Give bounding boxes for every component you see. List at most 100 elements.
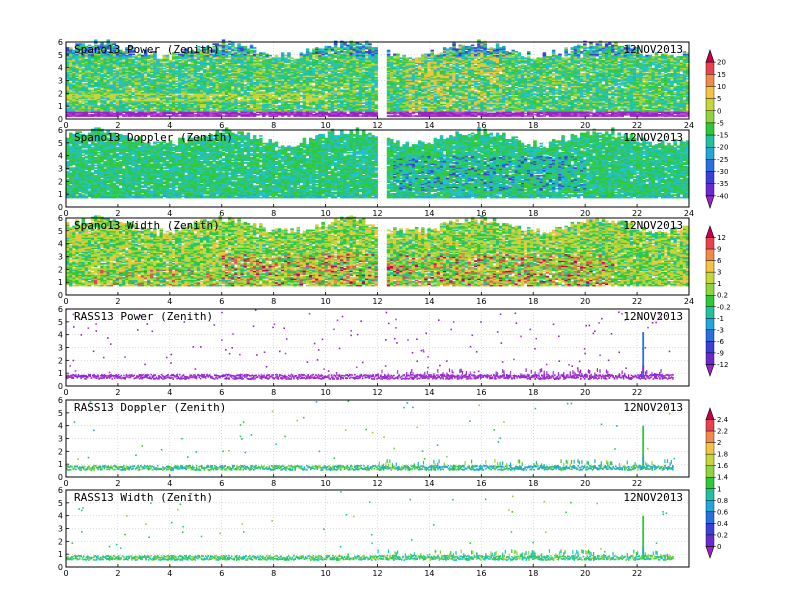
- data-cell: [290, 57, 294, 59]
- data-cell: [312, 48, 316, 50]
- data-cell: [113, 104, 117, 106]
- data-cell: [306, 68, 310, 70]
- data-cell: [131, 56, 135, 58]
- data-cell: [150, 74, 154, 76]
- data-cell: [244, 84, 248, 86]
- data-cell: [88, 114, 92, 116]
- data-cell: [200, 73, 204, 75]
- data-cell: [135, 109, 139, 111]
- data-cell: [131, 59, 135, 61]
- data-cell: [79, 102, 83, 104]
- data-cell: [216, 68, 220, 70]
- data-cell: [287, 75, 291, 77]
- data-cell: [287, 104, 291, 106]
- data-cell: [374, 90, 378, 92]
- data-cell: [228, 43, 232, 45]
- data-cell: [275, 55, 279, 57]
- data-cell: [131, 92, 135, 94]
- data-cell: [175, 83, 179, 85]
- data-cell: [166, 106, 170, 108]
- data-cell: [82, 104, 86, 106]
- data-cell: [278, 57, 282, 59]
- data-cell: [66, 102, 70, 104]
- data-cell: [303, 54, 307, 56]
- data-cell: [100, 74, 104, 76]
- data-cell: [253, 50, 257, 52]
- data-cell: [253, 61, 257, 63]
- data-cell: [287, 110, 291, 112]
- data-cell: [85, 102, 89, 104]
- data-cell: [110, 84, 114, 86]
- data-cell: [222, 64, 226, 66]
- data-cell: [97, 68, 101, 70]
- data-cell: [250, 55, 254, 57]
- data-cell: [281, 69, 285, 71]
- data-cell: [191, 84, 195, 86]
- data-cell: [237, 113, 241, 115]
- data-cell: [325, 106, 329, 108]
- data-cell: [240, 46, 244, 48]
- data-cell: [253, 82, 257, 84]
- data-cell: [300, 95, 304, 97]
- data-cell: [135, 70, 139, 72]
- data-cell: [160, 59, 164, 61]
- data-cell: [181, 86, 185, 88]
- data-cell: [346, 114, 350, 116]
- data-cell: [300, 74, 304, 76]
- data-cell: [97, 105, 101, 107]
- data-cell: [163, 63, 167, 65]
- data-cell: [325, 56, 329, 58]
- data-cell: [309, 66, 313, 68]
- data-cell: [66, 47, 70, 49]
- data-cell: [209, 87, 213, 89]
- data-cell: [362, 45, 366, 47]
- data-cell: [293, 59, 297, 61]
- data-cell: [194, 59, 198, 61]
- data-cell: [309, 52, 313, 54]
- data-cell: [312, 68, 316, 70]
- data-cell: [234, 52, 238, 54]
- data-cell: [343, 84, 347, 86]
- data-cell: [256, 54, 260, 56]
- data-cell: [337, 73, 341, 75]
- data-cell: [72, 84, 76, 86]
- data-cell: [237, 43, 241, 45]
- data-cell: [272, 57, 276, 59]
- data-cell: [269, 57, 273, 59]
- data-cell: [346, 90, 350, 92]
- data-cell: [107, 39, 111, 41]
- data-cell: [374, 47, 378, 49]
- data-cell: [79, 72, 83, 74]
- data-cell: [163, 68, 167, 70]
- data-cell: [113, 70, 117, 72]
- data-cell: [328, 54, 332, 56]
- data-cell: [156, 59, 160, 61]
- data-cell: [231, 52, 235, 54]
- data-cell: [206, 63, 210, 65]
- data-cell: [178, 95, 182, 97]
- data-cell: [191, 95, 195, 97]
- data-cell: [94, 39, 98, 41]
- data-cell: [259, 104, 263, 106]
- data-cell: [353, 81, 357, 83]
- data-cell: [343, 90, 347, 92]
- data-cell: [297, 59, 301, 61]
- data-cell: [315, 113, 319, 115]
- data-cell: [228, 70, 232, 72]
- data-cell: [337, 47, 341, 49]
- data-cell: [287, 64, 291, 66]
- data-cell: [107, 102, 111, 104]
- data-cell: [222, 115, 226, 117]
- data-cell: [290, 63, 294, 65]
- data-cell: [97, 64, 101, 66]
- data-cell: [147, 78, 151, 80]
- data-cell: [287, 52, 291, 54]
- data-cell: [237, 105, 241, 107]
- data-cell: [262, 56, 266, 58]
- data-cell: [156, 113, 160, 115]
- data-cell: [247, 48, 251, 50]
- data-cell: [247, 86, 251, 88]
- data-cell: [278, 100, 282, 102]
- data-cell: [138, 57, 142, 59]
